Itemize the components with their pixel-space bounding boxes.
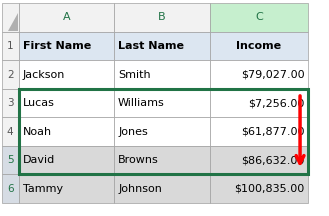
Text: $7,256.00: $7,256.00 <box>248 98 304 108</box>
Text: Last Name: Last Name <box>118 41 184 51</box>
Text: Tammy: Tammy <box>23 184 63 194</box>
Text: 6: 6 <box>7 184 13 194</box>
Bar <box>19 3 114 32</box>
Text: First Name: First Name <box>23 41 91 51</box>
Text: Williams: Williams <box>118 98 165 108</box>
Bar <box>210 3 308 32</box>
Text: 5: 5 <box>7 155 13 165</box>
Text: $79,027.00: $79,027.00 <box>241 70 304 79</box>
Text: Johnson: Johnson <box>118 184 162 194</box>
Text: 3: 3 <box>7 98 13 108</box>
Text: $61,877.00: $61,877.00 <box>241 127 304 137</box>
Text: B: B <box>158 13 166 22</box>
Bar <box>19 174 114 203</box>
Bar <box>19 146 114 174</box>
Bar <box>2 174 19 203</box>
Text: Jackson: Jackson <box>23 70 65 79</box>
Bar <box>210 32 308 60</box>
Bar <box>210 146 308 174</box>
Bar <box>114 60 210 89</box>
Bar <box>2 60 19 89</box>
Bar <box>19 60 114 89</box>
Bar <box>2 89 19 117</box>
Bar <box>2 117 19 146</box>
Bar <box>114 174 210 203</box>
Text: Noah: Noah <box>23 127 52 137</box>
Bar <box>210 174 308 203</box>
Text: 2: 2 <box>7 70 13 79</box>
Bar <box>114 146 210 174</box>
Text: David: David <box>23 155 55 165</box>
Text: $100,835.00: $100,835.00 <box>234 184 304 194</box>
Bar <box>19 32 114 60</box>
Text: A: A <box>63 13 70 22</box>
Bar <box>210 89 308 117</box>
Text: 1: 1 <box>7 41 13 51</box>
Bar <box>114 3 210 32</box>
Text: C: C <box>255 13 263 22</box>
Text: 4: 4 <box>7 127 13 137</box>
Bar <box>19 89 308 174</box>
Bar <box>2 3 19 32</box>
Bar <box>210 117 308 146</box>
Text: Smith: Smith <box>118 70 151 79</box>
Bar <box>210 60 308 89</box>
Text: Lucas: Lucas <box>23 98 55 108</box>
Text: Income: Income <box>236 41 282 51</box>
Bar <box>2 146 19 174</box>
Bar <box>114 117 210 146</box>
Bar <box>19 89 114 117</box>
Bar <box>114 32 210 60</box>
Text: Jones: Jones <box>118 127 148 137</box>
Bar <box>19 117 114 146</box>
Polygon shape <box>8 13 18 31</box>
Bar <box>114 89 210 117</box>
Bar <box>2 32 19 60</box>
Text: $86,632.00: $86,632.00 <box>241 155 304 165</box>
Text: Browns: Browns <box>118 155 159 165</box>
